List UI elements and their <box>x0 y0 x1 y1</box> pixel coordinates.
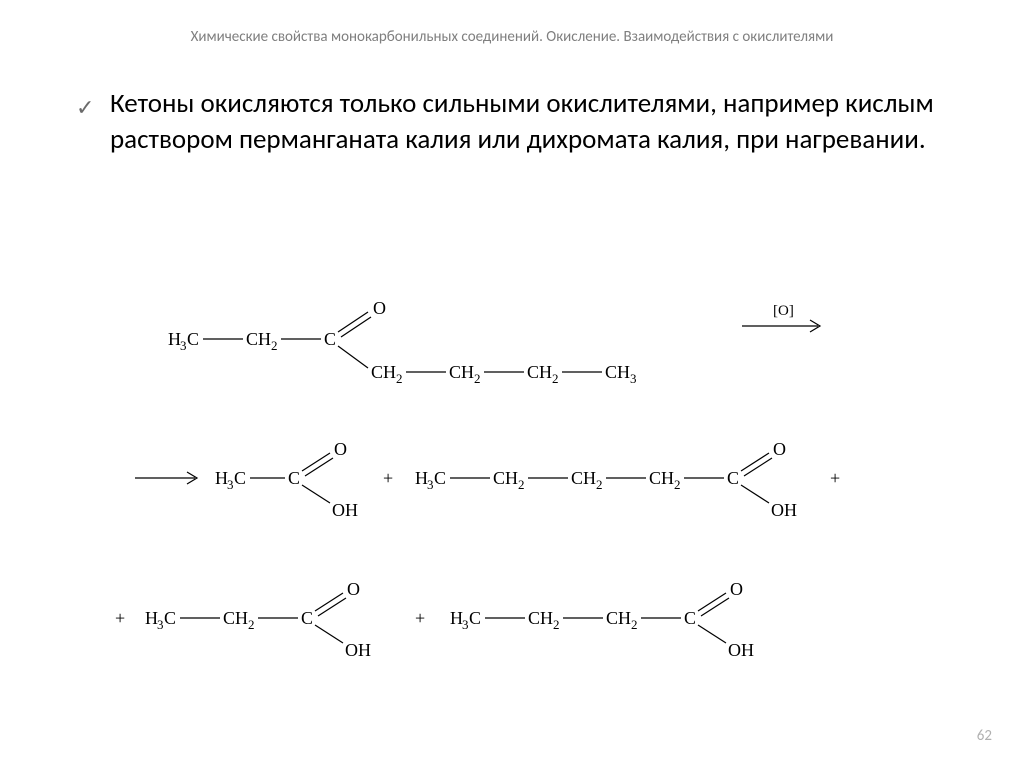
svg-text:3: 3 <box>180 338 187 353</box>
svg-text:+: + <box>415 608 425 628</box>
svg-text:3: 3 <box>157 617 164 632</box>
svg-text:O: O <box>373 298 386 318</box>
svg-text:O: O <box>773 440 786 459</box>
svg-text:O: O <box>334 440 347 459</box>
svg-text:2: 2 <box>271 338 278 353</box>
svg-text:OH: OH <box>771 500 797 520</box>
svg-text:C: C <box>187 329 199 349</box>
svg-text:2: 2 <box>553 617 560 632</box>
svg-text:3: 3 <box>462 617 469 632</box>
slide-heading: Химические свойства монокарбонильных сое… <box>0 28 1024 46</box>
svg-text:C: C <box>324 329 336 349</box>
bullet-paragraph: ✓ Кетоны окисляются только сильными окис… <box>110 86 934 158</box>
products-row-2: + H 3 C CH 2 C O OH + H 3 C CH 2 CH 2 <box>115 580 915 670</box>
svg-text:2: 2 <box>674 477 681 492</box>
svg-text:OH: OH <box>332 500 358 520</box>
svg-text:CH: CH <box>371 362 396 382</box>
page-number: 62 <box>977 727 992 745</box>
products-row-1: H 3 C C O OH + H 3 C CH 2 CH 2 CH 2 C <box>135 440 905 530</box>
svg-text:C: C <box>469 608 481 628</box>
svg-text:CH: CH <box>246 329 271 349</box>
svg-text:C: C <box>288 468 300 488</box>
svg-text:OH: OH <box>728 640 754 660</box>
svg-text:2: 2 <box>248 617 255 632</box>
svg-text:CH: CH <box>606 608 631 628</box>
svg-text:O: O <box>347 580 360 599</box>
svg-text:3: 3 <box>630 371 637 386</box>
svg-text:C: C <box>434 468 446 488</box>
svg-text:CH: CH <box>571 468 596 488</box>
svg-text:2: 2 <box>631 617 638 632</box>
svg-text:2: 2 <box>552 371 559 386</box>
svg-text:3: 3 <box>227 477 234 492</box>
svg-text:CH: CH <box>649 468 674 488</box>
svg-text:CH: CH <box>528 608 553 628</box>
svg-text:C: C <box>727 468 739 488</box>
reactant-ketone: H 3 C CH 2 C O CH 2 CH 2 CH 2 CH 3 <box>168 290 728 390</box>
svg-text:CH: CH <box>449 362 474 382</box>
svg-text:2: 2 <box>474 371 481 386</box>
svg-text:CH: CH <box>493 468 518 488</box>
svg-text:C: C <box>684 608 696 628</box>
svg-text:C: C <box>234 468 246 488</box>
svg-text:+: + <box>383 468 393 488</box>
svg-text:C: C <box>164 608 176 628</box>
svg-text:C: C <box>301 608 313 628</box>
svg-text:O: O <box>730 580 743 599</box>
svg-text:+: + <box>115 608 125 628</box>
svg-text:2: 2 <box>596 477 603 492</box>
svg-text:CH: CH <box>223 608 248 628</box>
svg-text:+: + <box>830 468 840 488</box>
svg-text:2: 2 <box>518 477 525 492</box>
oxidation-arrow: [O] <box>740 300 830 340</box>
svg-text:OH: OH <box>345 640 371 660</box>
svg-text:3: 3 <box>427 477 434 492</box>
checkmark-icon: ✓ <box>76 90 94 126</box>
svg-text:2: 2 <box>396 371 403 386</box>
oxidant-label: [O] <box>773 303 794 319</box>
svg-text:CH: CH <box>527 362 552 382</box>
svg-text:CH: CH <box>605 362 630 382</box>
bullet-text: Кетоны окисляются только сильными окисли… <box>110 87 934 156</box>
